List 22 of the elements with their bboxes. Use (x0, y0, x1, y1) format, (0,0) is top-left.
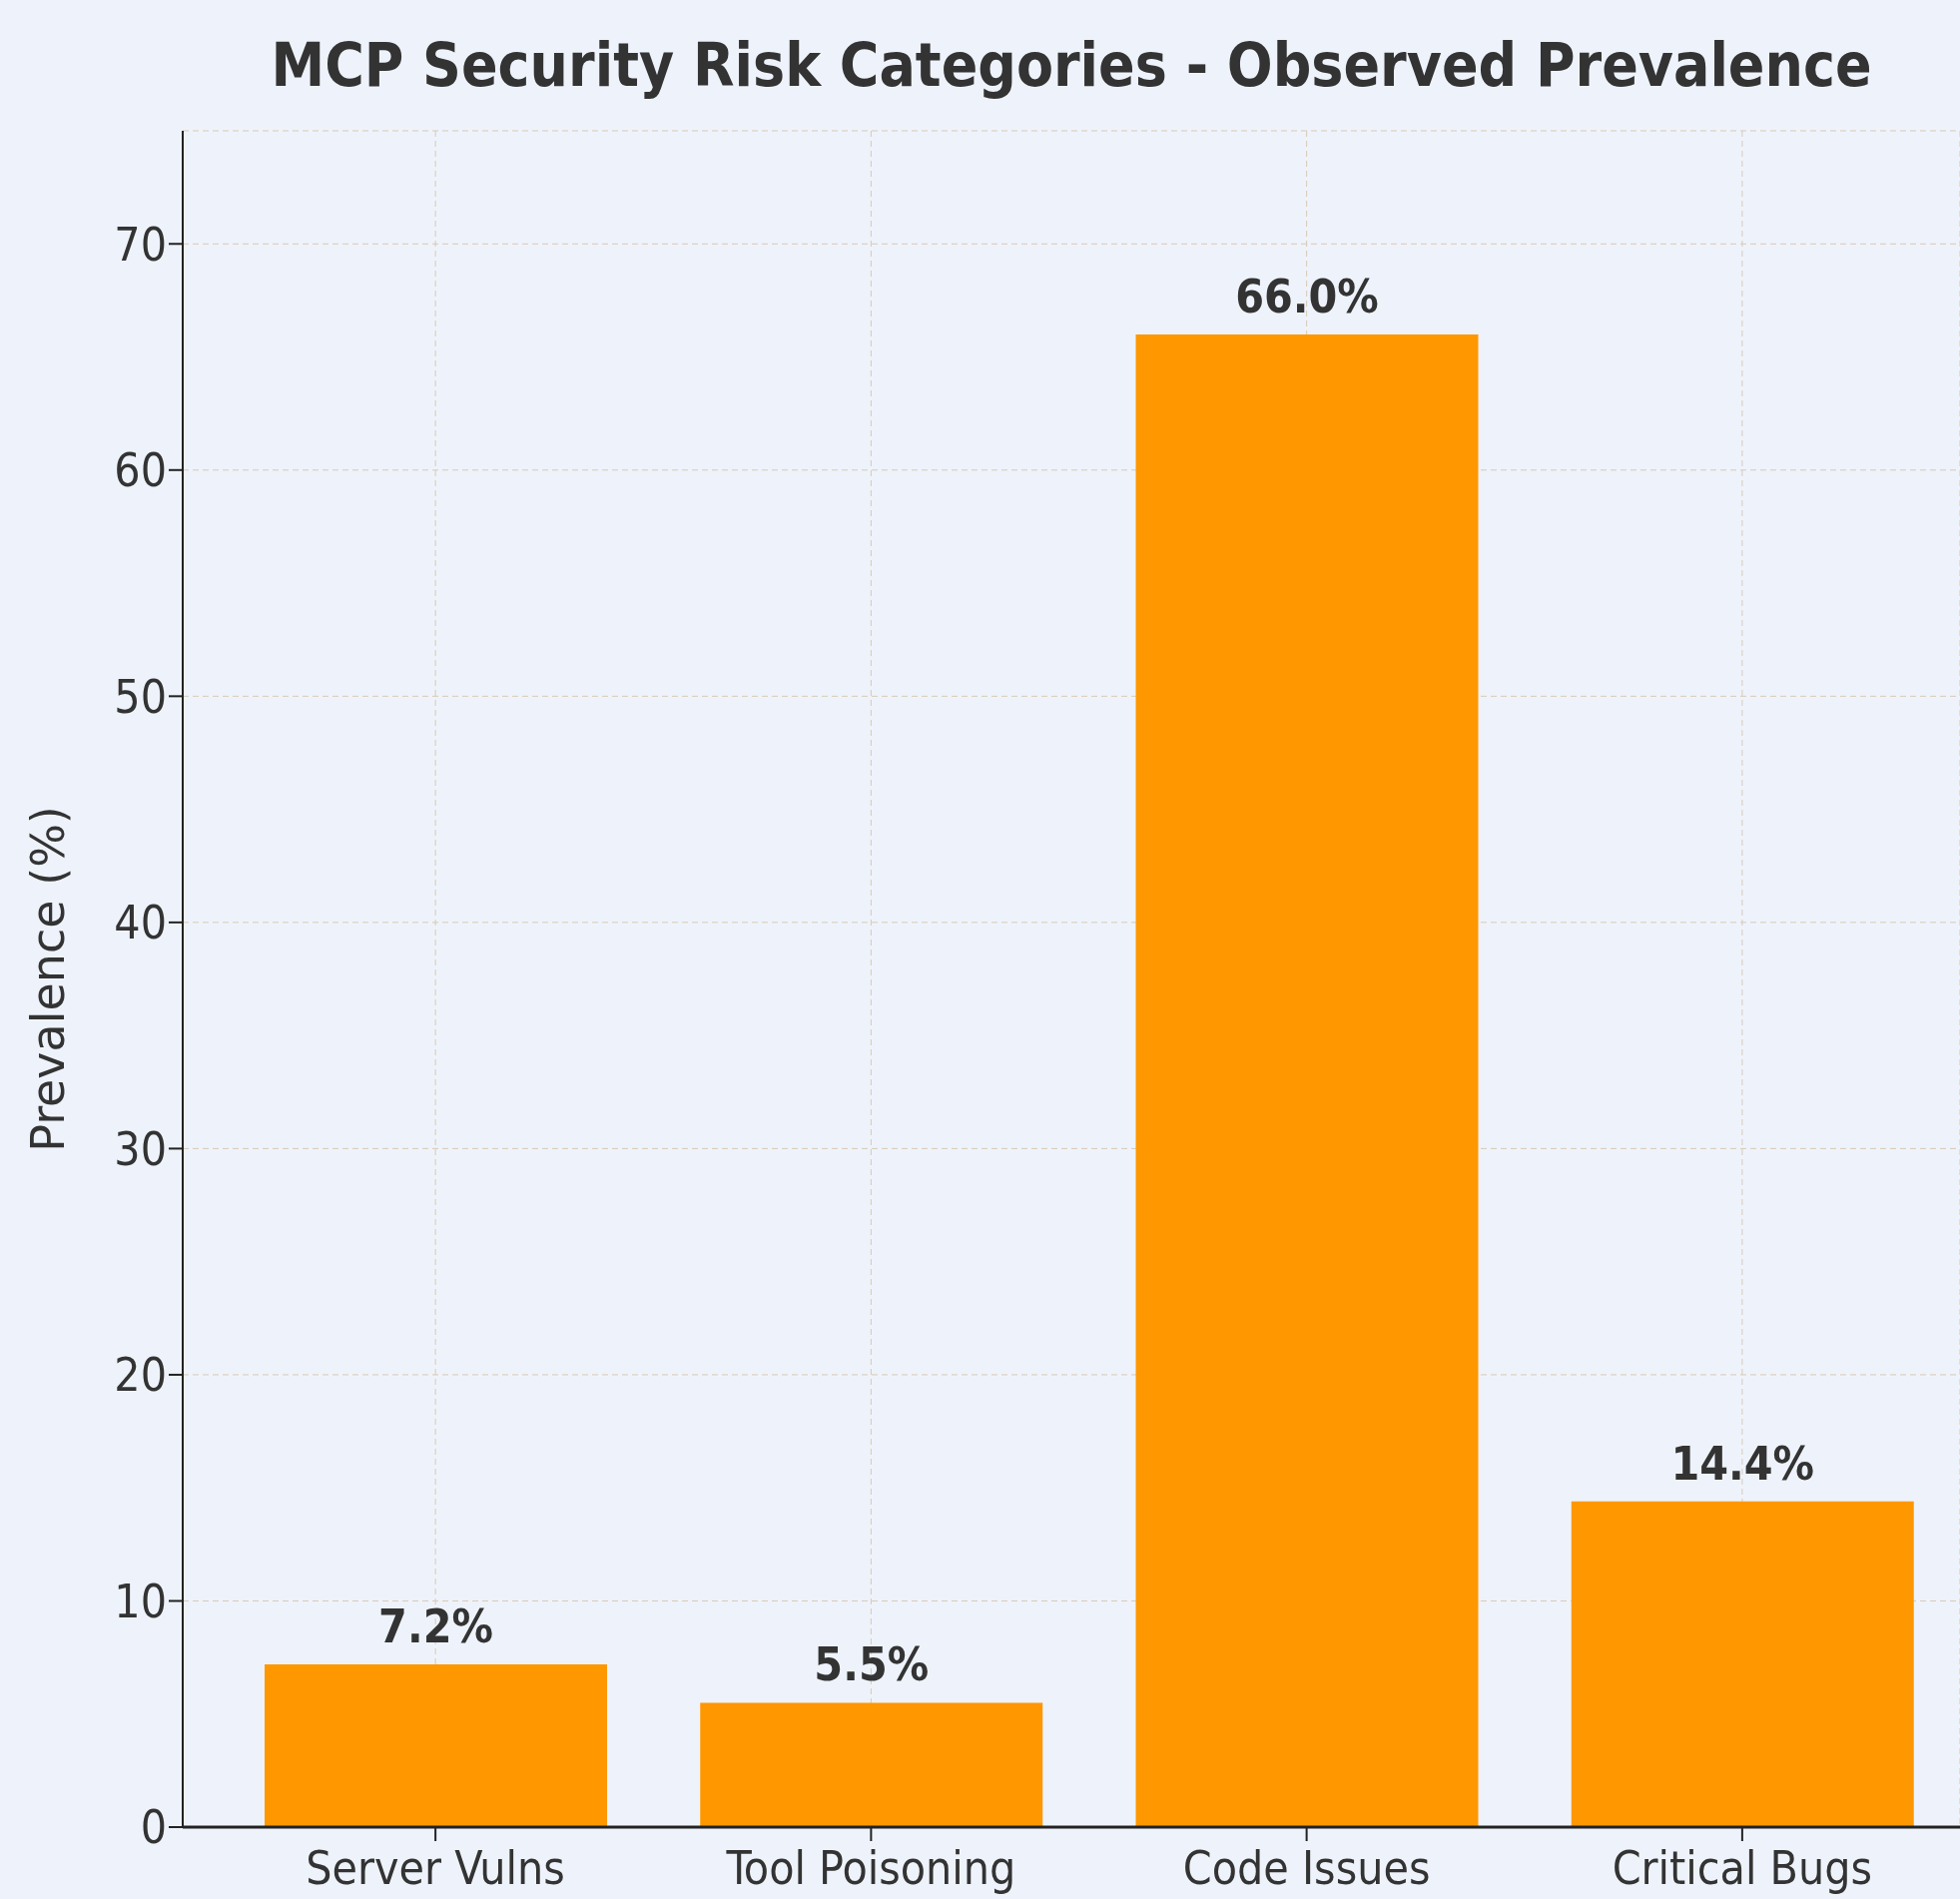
bar (265, 1663, 607, 1827)
data-label: 7.2% (378, 1598, 493, 1653)
x-tick-label: Tool Poisoning (725, 1840, 1016, 1895)
y-tick-label: 30 (114, 1121, 167, 1176)
x-tick-label: Critical Bugs (1612, 1840, 1873, 1895)
data-label: 5.5% (814, 1637, 930, 1692)
data-label: 14.4% (1670, 1436, 1815, 1491)
y-tick-label: 20 (114, 1348, 167, 1403)
y-axis-title: Prevalence (%) (21, 806, 76, 1152)
y-tick-label: 10 (114, 1574, 167, 1628)
chart-title: MCP Security Risk Categories - Observed Prevalence (270, 30, 1873, 100)
bar (700, 1702, 1043, 1827)
bar (1135, 333, 1479, 1827)
y-tick-label: 0 (140, 1800, 167, 1855)
y-tick-label: 40 (114, 896, 167, 950)
y-tick-label: 70 (114, 217, 167, 272)
x-tick-label: Server Vulns (306, 1840, 565, 1895)
data-label: 66.0% (1235, 269, 1379, 323)
bar (1571, 1501, 1914, 1827)
x-tick-label: Code Issues (1182, 1840, 1431, 1895)
y-tick-label: 50 (114, 669, 167, 724)
y-tick-label: 60 (114, 443, 167, 498)
